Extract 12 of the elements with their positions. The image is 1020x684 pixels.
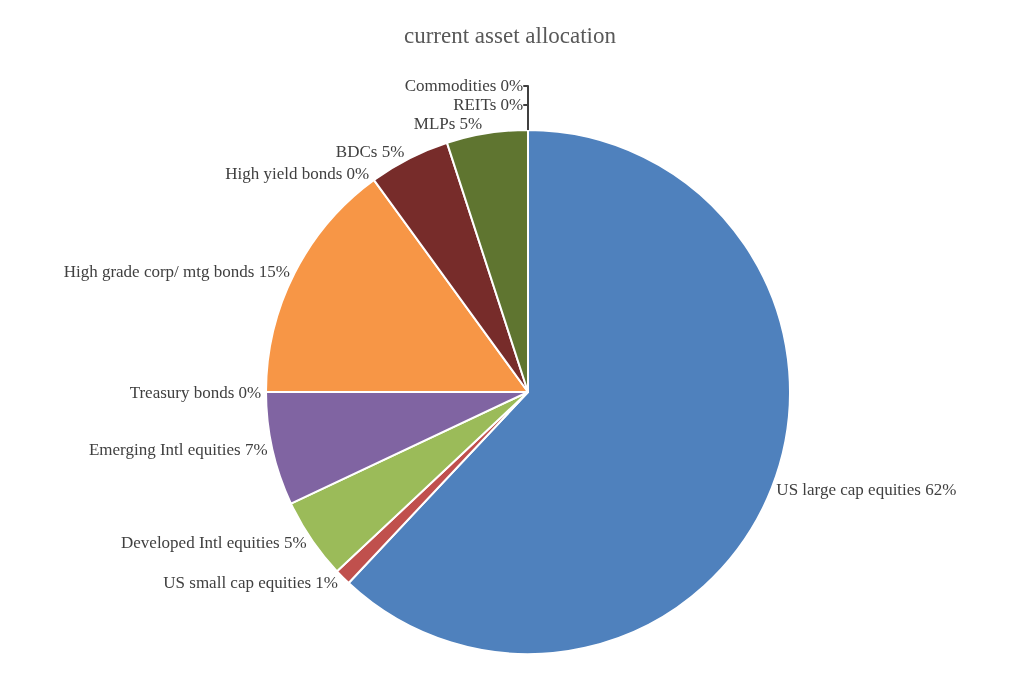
slice-label: High grade corp/ mtg bonds 15% [63, 261, 290, 281]
slice-label: MLPs 5% [413, 114, 483, 134]
category-label: REITs 0% [453, 95, 524, 115]
slice-label: Emerging Intl equities 7% [88, 440, 268, 460]
slice-label: BDCs 5% [335, 141, 405, 161]
category-label: Commodities 0% [404, 76, 524, 96]
category-label: High yield bonds 0% [225, 164, 370, 184]
slice-label: Developed Intl equities 5% [121, 532, 307, 552]
category-label: Treasury bonds 0% [129, 382, 262, 402]
slice-label: US small cap equities 1% [163, 572, 338, 592]
slice-label: US large cap equities 62% [776, 480, 957, 500]
chart-title: current asset allocation [403, 23, 617, 49]
